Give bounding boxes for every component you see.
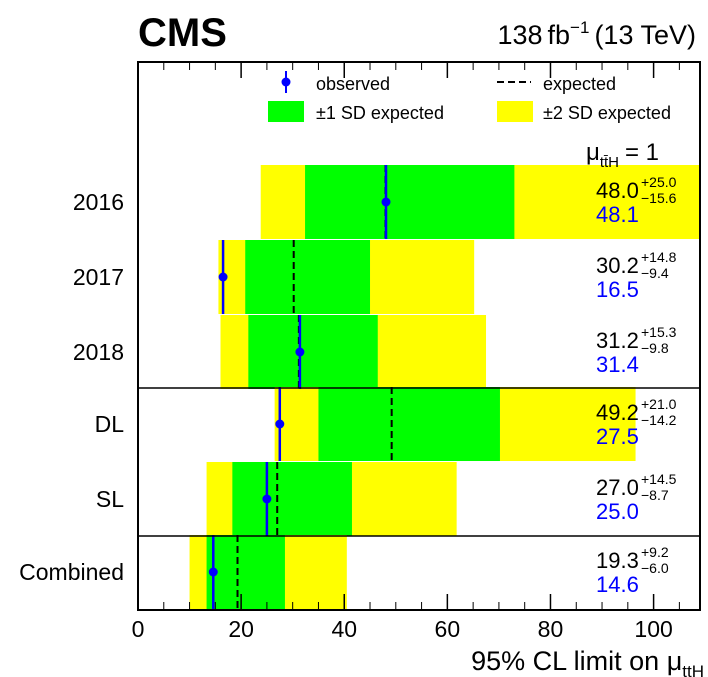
category-label-2017: 2017 — [73, 264, 124, 290]
legend-two-sd-label: ±2 SD expected — [543, 103, 671, 123]
frame-layer — [137, 61, 701, 611]
category-label-sl: SL — [96, 486, 124, 512]
expected-value-2017: 30.2 — [596, 253, 639, 278]
expected-value-dl: 49.2 — [596, 400, 639, 425]
err-down-dl: −14.2 — [641, 412, 677, 428]
observed-point-dl — [275, 419, 285, 429]
x-tick-label-20: 20 — [228, 616, 254, 642]
x-axis-title-mu: μ — [667, 646, 683, 676]
observed-point-sl — [262, 494, 272, 504]
err-down-combined: −6.0 — [641, 560, 669, 576]
err-down-2016: −15.6 — [641, 190, 677, 206]
observed-value-combined: 14.6 — [596, 572, 639, 597]
observed-point-2017 — [218, 272, 228, 282]
category-label-2016: 2016 — [73, 189, 124, 215]
err-up-dl: +21.0 — [641, 396, 677, 412]
observed-value-dl: 27.5 — [596, 424, 639, 449]
observed-point-2018 — [295, 347, 305, 357]
err-down-2017: −9.4 — [641, 265, 669, 281]
luminosity-label: 138 fb−1 (13 TeV) — [497, 18, 696, 50]
one-sd-band-2018 — [248, 315, 378, 389]
observed-value-sl: 25.0 — [596, 499, 639, 524]
err-up-combined: +9.2 — [641, 544, 669, 560]
expected-value-sl: 27.0 — [596, 475, 639, 500]
legend-observed-label: observed — [316, 74, 390, 94]
observed-value-2017: 16.5 — [596, 277, 639, 302]
err-up-2016: +25.0 — [641, 174, 677, 190]
observed-point-2016 — [381, 197, 391, 207]
x-axis-title-sub: ttH — [682, 662, 704, 677]
mu-subscript: tt̄H — [600, 154, 619, 171]
legend-one-sd-swatch — [268, 101, 304, 122]
plot-frame — [137, 61, 701, 611]
err-up-sl: +14.5 — [641, 471, 677, 487]
err-down-2018: −9.8 — [641, 340, 669, 356]
one-sd-band-2017 — [245, 240, 371, 314]
energy-label: (13 TeV) — [594, 20, 696, 50]
observed-value-2018: 31.4 — [596, 352, 639, 377]
category-label-combined: Combined — [19, 559, 124, 585]
category-label-dl: DL — [95, 411, 125, 437]
legend-observed-marker — [281, 77, 291, 87]
one-sd-band-sl — [232, 462, 352, 536]
x-tick-label-80: 80 — [538, 616, 564, 642]
x-axis-title: 95% CL limit on μttH — [471, 646, 704, 677]
x-tick-label-60: 60 — [435, 616, 461, 642]
x-tick-label-40: 40 — [331, 616, 357, 642]
expected-value-combined: 19.3 — [596, 548, 639, 573]
one-sd-band-2016 — [305, 165, 515, 239]
points-layer — [208, 165, 391, 609]
legend-expected-label: expected — [543, 74, 616, 94]
mu-symbol: μ — [586, 139, 600, 166]
err-up-2018: +15.3 — [641, 324, 677, 340]
x-axis-title-prefix: 95% CL limit on — [471, 646, 667, 676]
one-sd-band-dl — [318, 387, 500, 461]
err-down-sl: −8.7 — [641, 487, 669, 503]
x-tick-label-100: 100 — [634, 616, 672, 642]
err-up-2017: +14.8 — [641, 249, 677, 265]
one-sd-band-combined — [206, 535, 285, 609]
observed-point-combined — [208, 567, 218, 577]
observed-value-2016: 48.1 — [596, 202, 639, 227]
legend-two-sd-swatch — [497, 101, 533, 122]
experiment-label: CMS — [138, 11, 227, 55]
lumi-exponent: −1 — [570, 18, 589, 37]
lumi-unit: fb — [548, 20, 571, 50]
lumi-value: 138 — [497, 20, 542, 50]
bands-layer — [189, 165, 700, 609]
x-tick-label-0: 0 — [132, 616, 145, 642]
legend-one-sd-label: ±1 SD expected — [316, 103, 444, 123]
mu-label: μtt̄H = 1 — [586, 139, 659, 171]
expected-value-2016: 48.0 — [596, 178, 639, 203]
expected-value-2018: 31.2 — [596, 328, 639, 353]
category-label-2018: 2018 — [73, 339, 124, 365]
mu-value: = 1 — [625, 139, 659, 166]
legend: observed expected ±1 SD expected ±2 SD e… — [268, 71, 671, 123]
